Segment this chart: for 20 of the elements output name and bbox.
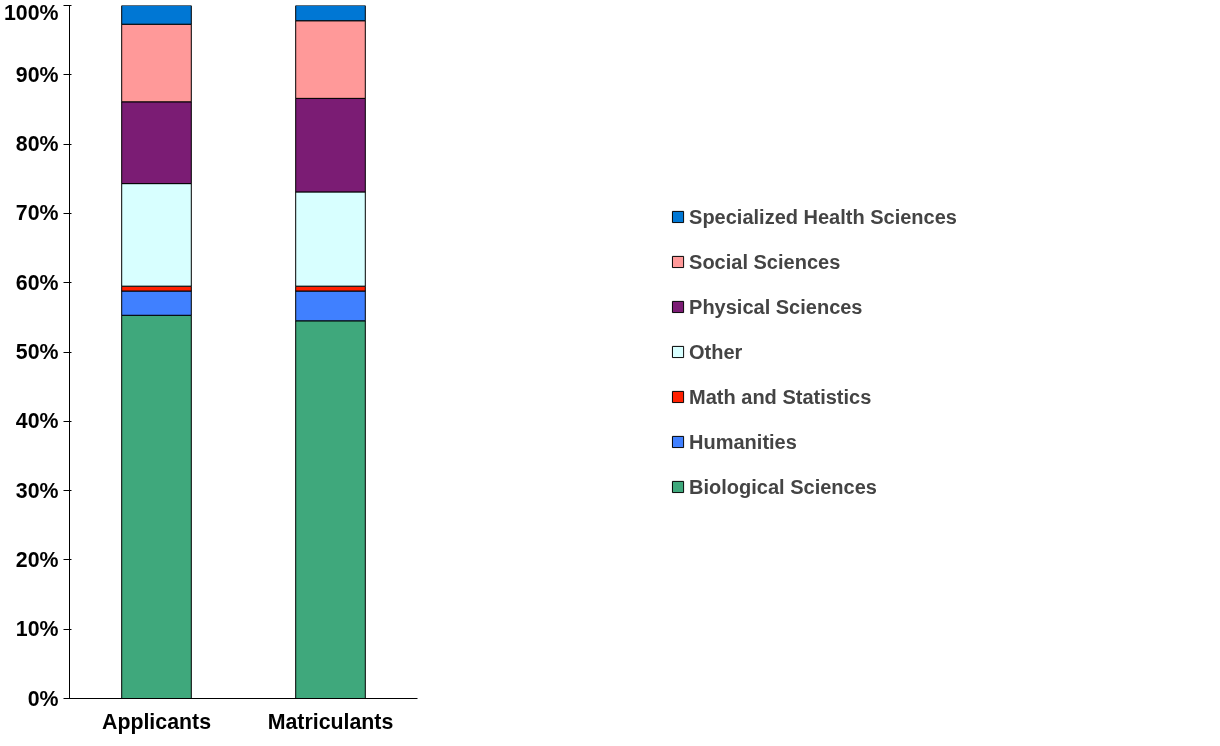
y-tick-label: 90% [15,62,59,87]
legend-label: Biological Sciences [689,475,877,498]
y-tick-label: 40% [15,409,59,434]
y-tick-label: 20% [15,547,59,572]
y-tick-label: 100% [3,0,59,25]
y-tick-label: 0% [27,686,59,711]
y-tick-label: 10% [15,617,59,642]
legend-label: Specialized Health Sciences [689,205,957,228]
y-tick-label: 70% [15,201,59,226]
y-tick-label: 80% [15,132,59,157]
y-tick-label: 60% [15,270,59,295]
x-tick-label: Applicants [101,709,212,734]
legend-label: Physical Sciences [689,295,863,318]
legend-label: Other [689,340,743,363]
x-tick-label: Matriculants [267,709,394,734]
y-tick-label: 50% [15,340,59,364]
legend-label: Social Sciences [689,250,841,273]
legend-label: Math and Statistics [689,385,872,408]
y-tick-label: 30% [15,478,59,503]
legend-label: Humanities [689,430,797,453]
